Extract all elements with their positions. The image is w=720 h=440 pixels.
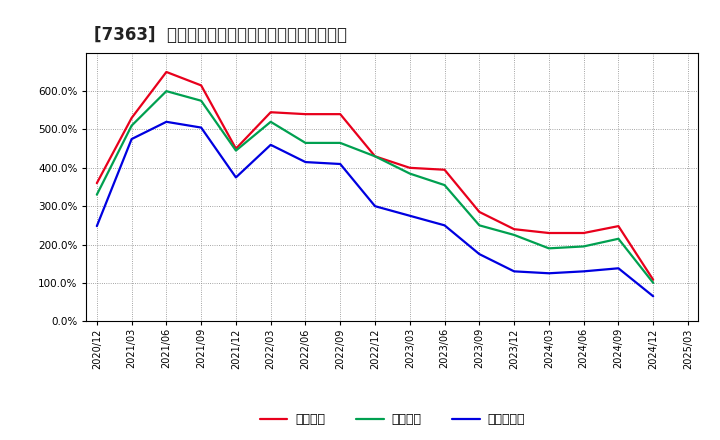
流動比率 — [510, 227, 518, 232]
当座比率 — [162, 88, 171, 94]
流動比率 — [232, 146, 240, 151]
当座比率 — [475, 223, 484, 228]
現預金比率 — [301, 159, 310, 165]
現預金比率 — [405, 213, 414, 218]
現預金比率 — [197, 125, 205, 130]
流動比率 — [162, 70, 171, 75]
当座比率 — [266, 119, 275, 125]
Line: 当座比率: 当座比率 — [96, 91, 653, 283]
流動比率 — [440, 167, 449, 172]
流動比率 — [614, 224, 623, 229]
当座比率 — [649, 280, 657, 286]
当座比率 — [127, 123, 136, 128]
当座比率 — [232, 148, 240, 153]
当座比率 — [440, 183, 449, 188]
当座比率 — [197, 98, 205, 103]
当座比率 — [405, 171, 414, 176]
流動比率 — [371, 154, 379, 159]
当座比率 — [371, 154, 379, 159]
流動比率 — [475, 209, 484, 215]
現預金比率 — [475, 251, 484, 257]
現預金比率 — [649, 293, 657, 299]
現預金比率 — [614, 266, 623, 271]
Legend: 流動比率, 当座比率, 現預金比率: 流動比率, 当座比率, 現預金比率 — [255, 408, 530, 431]
現預金比率 — [510, 269, 518, 274]
流動比率 — [127, 115, 136, 121]
現預金比率 — [92, 224, 101, 229]
現預金比率 — [580, 269, 588, 274]
現預金比率 — [266, 142, 275, 147]
当座比率 — [92, 192, 101, 197]
当座比率 — [301, 140, 310, 146]
Line: 流動比率: 流動比率 — [96, 72, 653, 280]
Line: 現預金比率: 現預金比率 — [96, 122, 653, 296]
現預金比率 — [336, 161, 345, 167]
Text: [7363]  流動比率、当座比率、現預金比率の推移: [7363] 流動比率、当座比率、現預金比率の推移 — [94, 26, 346, 44]
当座比率 — [544, 246, 553, 251]
流動比率 — [266, 110, 275, 115]
現預金比率 — [232, 175, 240, 180]
現預金比率 — [127, 136, 136, 142]
当座比率 — [614, 236, 623, 242]
当座比率 — [510, 232, 518, 238]
現預金比率 — [440, 223, 449, 228]
流動比率 — [544, 231, 553, 236]
流動比率 — [405, 165, 414, 170]
流動比率 — [336, 111, 345, 117]
現預金比率 — [371, 204, 379, 209]
現預金比率 — [544, 271, 553, 276]
流動比率 — [197, 83, 205, 88]
流動比率 — [649, 277, 657, 282]
流動比率 — [92, 180, 101, 186]
当座比率 — [580, 244, 588, 249]
現預金比率 — [162, 119, 171, 125]
当座比率 — [336, 140, 345, 146]
流動比率 — [580, 231, 588, 236]
流動比率 — [301, 111, 310, 117]
